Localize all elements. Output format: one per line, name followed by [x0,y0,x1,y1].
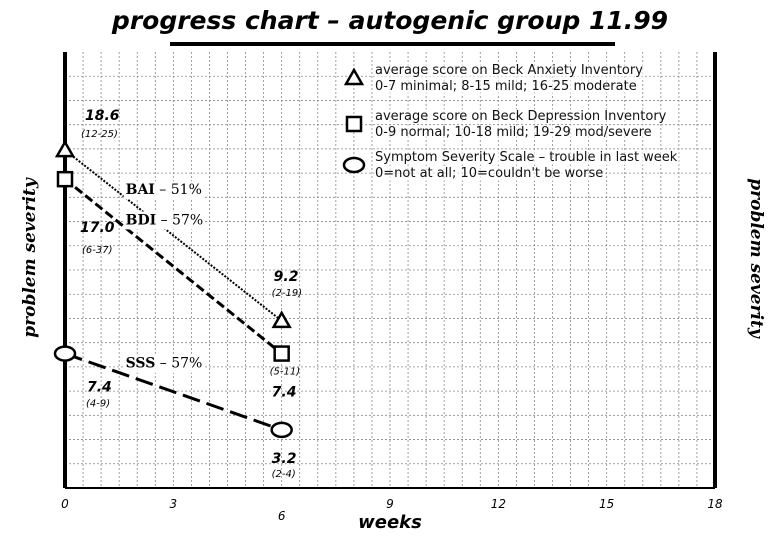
range-label-sss: (4-9) [86,399,110,410]
marker-circle-sss [270,421,293,439]
marker-square-bdi [56,170,74,188]
range-label-bdi: (6-37) [82,245,113,256]
series-line-bai [64,149,283,322]
value-label-bai: 9.2 [274,269,299,285]
x-tick-label: 0 [61,497,69,511]
change-label-name: BAI [126,182,155,198]
range-label-bai: (12-25) [81,129,118,140]
x-tick-label: 6 [278,509,286,523]
legend-marker-circle [342,156,366,174]
marker-square-bdi [273,345,290,362]
value-label-sss: 7.4 [87,380,112,396]
legend-entry-bai: 0-7 minimal; 8-15 mild; 16-25 moderate [375,79,637,94]
legend-backing [374,150,679,165]
legend-marker-triangle [343,67,365,86]
change-label-name: SSS [126,356,156,372]
change-label-backing [123,211,206,230]
legend-backing [374,109,668,124]
range-label-bai: (2-19) [272,288,303,299]
legend-entry-bdi: average score on Beck Depression Invento… [375,109,667,124]
range-label-sss: (2-4) [272,469,296,480]
legend-backing [374,166,605,181]
legend-backing [374,125,653,140]
title-underline [170,42,615,46]
legend-backing [374,79,638,94]
change-label-percent: – 57% [155,356,202,372]
x-tick-label: 15 [599,497,614,511]
change-label-backing [123,181,204,200]
legend-entry-sss: 0=not at all; 10=couldn't be worse [375,166,603,181]
marker-circle-sss [53,345,77,362]
legend-marker-square [345,115,363,133]
x-axis-label: weeks [358,512,422,533]
x-tick-label: 12 [491,497,506,511]
value-label-bdi: 17.0 [80,220,115,236]
x-tick-label: 3 [170,497,178,511]
change-label-bdi: BDI – 57% [126,212,204,228]
value-label-bdi: 7.4 [272,385,297,401]
range-label-bdi: (5-11) [270,367,301,378]
change-label-bai: BAI – 51% [126,182,202,198]
legend-backing [374,63,645,78]
legend-entry-bdi: 0-9 normal; 10-18 mild; 19-29 mod/severe [375,125,652,140]
series-line-bdi [64,177,283,355]
chart-title: progress chart – autogenic group 11.99 [111,6,669,35]
value-label-sss: 3.2 [272,451,297,467]
marker-triangle-bai [54,139,76,158]
change-label-sss: SSS – 57% [126,356,203,372]
change-label-name: BDI [126,212,157,228]
change-label-percent: – 57% [156,212,203,228]
value-label-bai: 18.6 [85,108,120,124]
change-label-percent: – 51% [155,182,202,198]
x-tick-label: 9 [386,497,394,511]
x-tick-label: 18 [707,497,723,511]
legend-entry-sss: Symptom Severity Scale – trouble in last… [375,150,678,165]
series-line-sss [64,352,283,432]
marker-triangle-bai [271,310,292,329]
change-label-backing [123,354,205,373]
legend-entry-bai: average score on Beck Anxiety Inventory [375,63,643,78]
